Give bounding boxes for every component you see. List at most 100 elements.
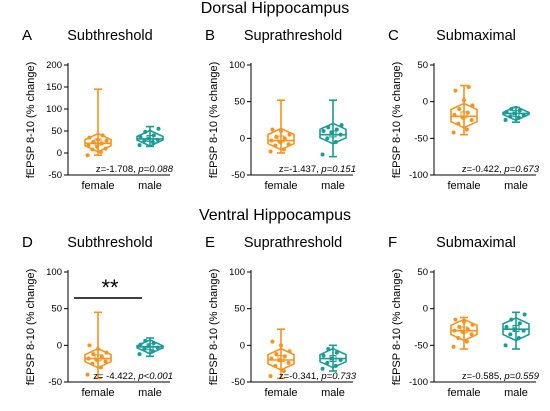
data-point <box>281 369 286 373</box>
x-tick-label-female: female <box>447 387 480 399</box>
data-point <box>320 366 325 371</box>
data-point <box>470 103 475 108</box>
data-point <box>286 360 291 365</box>
mean-marker <box>146 343 154 351</box>
data-point <box>333 363 338 368</box>
y-tick-label: 50 <box>234 97 245 108</box>
y-tick-label: 50 <box>234 304 245 315</box>
y-tick-label: -50 <box>48 377 62 388</box>
stats-p: p<0.001 <box>137 371 173 382</box>
stats-z: z= -4.422, <box>93 371 138 382</box>
y-tick-label: -100 <box>409 170 428 181</box>
box-body <box>136 338 164 355</box>
data-point <box>516 336 521 340</box>
data-point <box>461 330 466 335</box>
box-male <box>319 344 347 372</box>
data-point <box>143 129 148 134</box>
data-point <box>282 136 287 141</box>
x-tick-label-male: male <box>504 387 528 399</box>
y-tick-label: 100 <box>46 267 62 278</box>
box-body <box>84 132 112 153</box>
data-point <box>451 344 456 349</box>
box-female <box>450 316 478 350</box>
panel-f: F Submaximal fEPSP 8-10 (% change) -100 -50 0… <box>388 234 540 399</box>
x-tick-label-female: female <box>447 180 480 192</box>
stats-z: z=-0.585, <box>462 371 505 382</box>
stats-text: z=-0.341, p=0.733 <box>279 371 357 382</box>
data-point <box>466 85 471 89</box>
significance-stars: ** <box>101 275 119 300</box>
data-point <box>509 317 514 322</box>
panel-a: A Subthreshold fEPSP 8-10 (% change) -50 0 50… <box>22 27 174 192</box>
box-body <box>267 127 295 151</box>
panel-title: Suprathreshold <box>244 28 342 44</box>
mean-marker <box>329 355 337 363</box>
data-point <box>325 360 330 365</box>
stats-p: p=0.673 <box>503 164 539 175</box>
data-point <box>286 142 291 147</box>
y-tick-label: 50 <box>51 304 62 315</box>
panel-c: C Submaximal fEPSP 8-10 (% change) -100 -50 0… <box>388 27 540 192</box>
data-point <box>504 109 509 114</box>
data-point <box>516 115 521 120</box>
data-point <box>452 328 457 333</box>
box-body <box>136 129 164 147</box>
y-axis-label: fEPSP 8-10 (% change) <box>25 62 37 179</box>
y-tick-label: 200 <box>46 60 62 71</box>
data-point <box>268 149 273 154</box>
data-point <box>517 321 522 326</box>
stats-p: p=0.559 <box>503 371 539 382</box>
data-point <box>91 140 96 144</box>
box-male <box>319 99 347 158</box>
mean-marker <box>512 109 520 117</box>
data-point <box>270 127 275 132</box>
stats-p: p=0.151 <box>320 164 356 175</box>
ventral-hippocampus-title: Ventral Hippocampus <box>198 207 352 224</box>
box-male <box>136 337 164 358</box>
data-point <box>464 127 469 132</box>
data-point <box>330 130 335 135</box>
data-point <box>142 138 147 143</box>
stats-text: z= -4.422, p<0.001 <box>93 371 173 382</box>
panel-d: D Subthreshold fEPSP 8-10 (% change) -50 0 50… <box>22 234 173 399</box>
box-female <box>450 84 478 136</box>
data-point <box>457 325 462 329</box>
y-tick-label: 100 <box>46 104 62 115</box>
data-point <box>150 349 155 354</box>
panel-title: Submaximal <box>436 235 516 251</box>
data-point <box>321 353 326 358</box>
data-point <box>138 135 143 140</box>
data-point <box>137 352 142 357</box>
box-male <box>502 105 530 123</box>
data-point <box>85 372 90 377</box>
stats-text: z=-0.422, p=0.673 <box>462 164 540 175</box>
x-tick-label-female: female <box>264 180 297 192</box>
box-body <box>319 122 347 145</box>
data-point <box>279 343 283 348</box>
data-point <box>150 140 155 144</box>
data-point <box>86 143 91 148</box>
data-point <box>452 112 457 117</box>
y-tick-label: 50 <box>51 126 62 137</box>
data-point <box>453 317 458 322</box>
y-tick-label: 0 <box>423 304 428 315</box>
stats-z: z=-1.437, <box>279 164 322 175</box>
data-point <box>320 152 325 157</box>
data-point <box>95 358 100 362</box>
panel-title: Subthreshold <box>67 235 152 251</box>
box-body <box>502 105 530 122</box>
data-point <box>334 350 339 355</box>
data-point <box>509 107 514 111</box>
panel-letter: C <box>388 27 399 44</box>
box-body <box>450 102 478 129</box>
y-tick-label: -50 <box>48 170 62 181</box>
y-axis-label: fEPSP 8-10 (% change) <box>208 269 220 386</box>
data-point <box>87 135 92 140</box>
mean-marker <box>512 324 520 332</box>
data-point <box>95 144 100 149</box>
x-tick-label-male: male <box>321 180 345 192</box>
data-point <box>104 350 109 355</box>
box-male <box>136 125 164 148</box>
box-body <box>450 318 478 342</box>
data-point <box>464 339 469 344</box>
